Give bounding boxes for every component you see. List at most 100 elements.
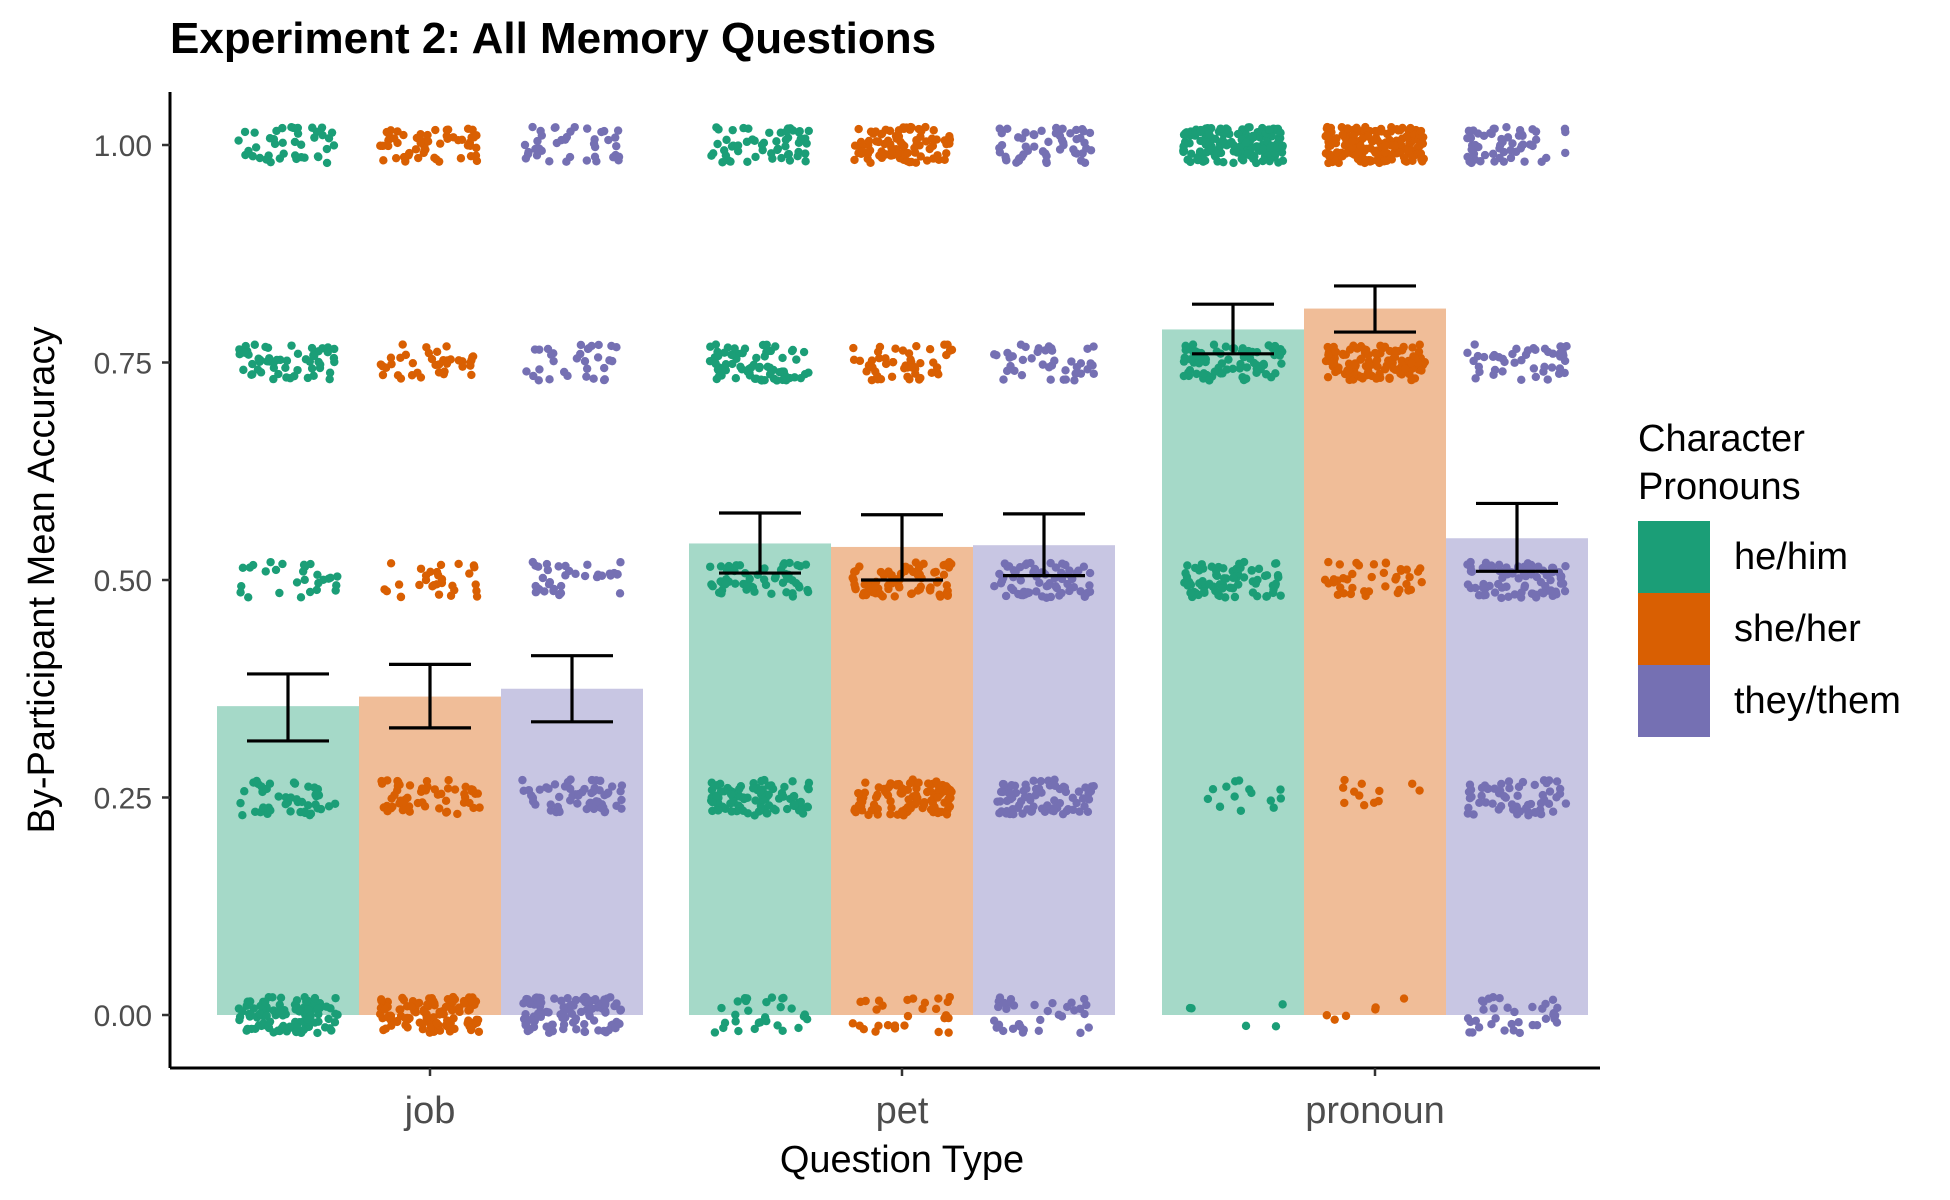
data-point-job-she-her: [383, 807, 392, 816]
data-point-pronoun-he-him: [1179, 147, 1188, 157]
data-point-pronoun-they-them: [1552, 1018, 1562, 1027]
data-point-pet-he-him: [782, 127, 791, 136]
data-point-job-they-them: [561, 561, 570, 571]
data-point-job-he-him: [296, 593, 306, 602]
data-point-job-she-her: [432, 155, 441, 164]
data-point-job-she-her: [404, 802, 414, 811]
x-tick-label: pronoun: [1305, 1090, 1444, 1132]
data-point-job-she-her: [448, 992, 458, 1002]
data-point-pronoun-he-him: [1271, 581, 1280, 590]
data-point-job-he-him: [263, 357, 272, 366]
data-point-pronoun-she-her: [1344, 365, 1353, 374]
data-point-pronoun-they-them: [1555, 789, 1565, 798]
data-point-job-they-them: [555, 792, 564, 802]
data-point-pet-they-them: [1076, 1028, 1085, 1038]
data-point-job-they-them: [600, 375, 610, 384]
data-point-job-she-her: [396, 592, 406, 602]
data-point-pronoun-they-them: [1556, 571, 1566, 581]
data-point-pet-he-him: [744, 124, 753, 133]
data-point-pronoun-he-him: [1278, 1000, 1287, 1009]
error-bar-pet-he-him: [719, 511, 801, 575]
data-point-pet-they-them: [1030, 564, 1040, 574]
data-point-job-he-him: [269, 1006, 278, 1015]
data-point-pet-they-them: [1013, 803, 1023, 812]
data-point-pet-they-them: [1035, 578, 1044, 588]
data-point-pronoun-he-him: [1276, 794, 1286, 803]
data-point-job-he-him: [281, 799, 290, 809]
data-point-pronoun-they-them: [1499, 147, 1509, 157]
data-point-job-they-them: [536, 998, 545, 1007]
data-point-pet-he-him: [714, 371, 724, 381]
data-point-job-they-them: [546, 800, 555, 809]
data-point-pronoun-he-him: [1248, 588, 1258, 597]
data-point-pronoun-he-him: [1234, 580, 1243, 589]
data-point-pet-they-them: [1059, 140, 1068, 150]
data-point-job-they-them: [525, 999, 535, 1009]
data-point-job-they-them: [528, 793, 538, 803]
data-point-pet-they-them: [1067, 357, 1076, 366]
data-point-pet-she-her: [870, 581, 880, 590]
data-point-pronoun-he-him: [1197, 136, 1207, 146]
data-point-pet-they-them: [1037, 126, 1046, 136]
data-point-pronoun-they-them: [1488, 992, 1498, 1002]
data-point-pronoun-he-him: [1185, 1003, 1195, 1013]
data-point-pet-she-her: [851, 567, 860, 576]
data-point-pronoun-they-them: [1532, 1021, 1542, 1030]
data-point-job-she-her: [420, 146, 429, 155]
data-point-pet-she-her: [854, 124, 863, 134]
data-point-pronoun-they-them: [1526, 799, 1536, 809]
data-point-job-she-her: [416, 564, 426, 573]
data-point-pet-he-him: [792, 355, 801, 364]
data-point-job-he-him: [246, 1010, 256, 1019]
data-point-pet-she-her: [929, 126, 938, 135]
data-point-pronoun-he-him: [1250, 152, 1259, 161]
y-tick-label: 0.00: [94, 1000, 152, 1033]
data-point-pronoun-they-them: [1471, 1016, 1481, 1026]
legend-item-she-her: she/her: [1638, 593, 1901, 665]
data-point-pet-they-them: [1050, 796, 1059, 805]
data-point-job-they-them: [547, 1020, 556, 1030]
data-point-pet-she-her: [934, 994, 943, 1003]
data-point-pet-she-her: [877, 147, 886, 156]
data-point-job-he-him: [300, 153, 309, 162]
data-point-pronoun-she-her: [1341, 1011, 1351, 1021]
data-point-pronoun-they-them: [1463, 809, 1473, 818]
data-point-pet-she-her: [888, 357, 898, 367]
data-point-pet-they-them: [1058, 124, 1067, 134]
data-point-job-she-her: [444, 776, 453, 785]
data-point-job-she-her: [465, 569, 474, 578]
data-point-pronoun-they-them: [1494, 353, 1504, 362]
data-point-job-he-him: [245, 997, 255, 1006]
data-point-pet-he-him: [731, 374, 741, 383]
data-point-pet-they-them: [1014, 156, 1024, 166]
data-point-job-she-her: [437, 789, 446, 799]
y-tick-label: 0.25: [94, 783, 152, 816]
data-point-pronoun-they-them: [1494, 560, 1504, 570]
data-point-job-he-him: [234, 136, 243, 145]
data-point-job-she-her: [455, 1007, 464, 1017]
data-point-pet-she-her: [925, 584, 935, 594]
data-point-pronoun-he-him: [1252, 368, 1261, 378]
data-point-pronoun-they-them: [1477, 791, 1486, 801]
data-point-pet-he-him: [713, 139, 722, 149]
data-point-pet-he-him: [796, 134, 805, 143]
data-point-pet-he-him: [777, 153, 786, 163]
data-point-pronoun-he-him: [1275, 351, 1285, 360]
data-point-pronoun-he-him: [1236, 806, 1246, 815]
data-point-pet-she-her: [907, 157, 916, 167]
data-point-pronoun-he-him: [1213, 149, 1222, 159]
data-point-job-they-them: [523, 1026, 532, 1036]
data-point-pronoun-he-him: [1205, 129, 1214, 139]
data-point-pronoun-he-him: [1221, 342, 1231, 351]
data-point-pet-she-her: [915, 562, 924, 572]
data-point-job-she-her: [461, 782, 470, 792]
data-point-pet-they-them: [1008, 1024, 1018, 1033]
data-point-pet-they-them: [1002, 796, 1012, 806]
data-point-job-he-him: [260, 997, 270, 1007]
data-point-pronoun-they-them: [1520, 581, 1530, 590]
data-point-pronoun-she-her: [1407, 358, 1416, 368]
data-point-job-she-her: [398, 993, 407, 1003]
data-point-job-he-him: [262, 1011, 271, 1021]
data-point-job-they-them: [519, 786, 528, 795]
data-point-job-he-him: [244, 593, 253, 602]
